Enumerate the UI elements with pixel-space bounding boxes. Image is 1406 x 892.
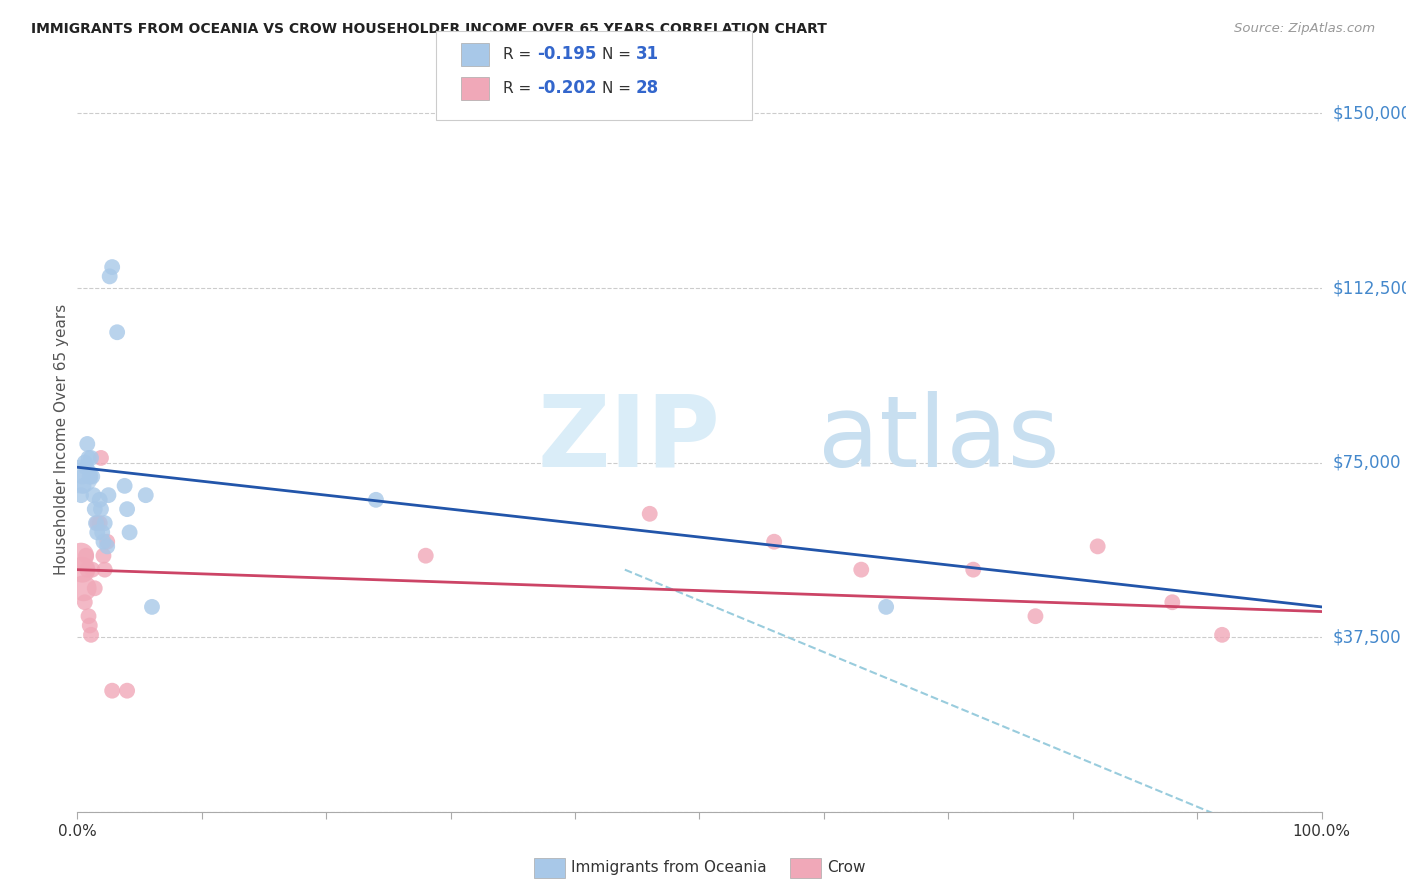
- Point: [101, 683, 124, 698]
- Text: $37,500: $37,500: [1333, 628, 1402, 646]
- Point: [96, 540, 118, 554]
- Point: [96, 534, 118, 549]
- Point: [962, 563, 984, 577]
- Text: 31: 31: [636, 45, 658, 63]
- Point: [83, 502, 105, 516]
- Point: [93, 516, 115, 530]
- Point: [118, 525, 141, 540]
- Point: [86, 525, 108, 540]
- Point: [101, 260, 124, 274]
- Point: [638, 507, 661, 521]
- Point: [83, 488, 105, 502]
- Text: $150,000: $150,000: [1333, 104, 1406, 122]
- Y-axis label: Householder Income Over 65 years: Householder Income Over 65 years: [53, 303, 69, 575]
- Point: [98, 269, 121, 284]
- Point: [72, 563, 94, 577]
- Point: [70, 469, 93, 483]
- Point: [79, 469, 101, 483]
- Text: atlas: atlas: [818, 391, 1059, 488]
- Point: [86, 516, 108, 530]
- Text: -0.202: -0.202: [537, 79, 596, 97]
- Point: [135, 488, 157, 502]
- Text: Crow: Crow: [827, 860, 865, 874]
- Point: [89, 492, 111, 507]
- Point: [70, 549, 93, 563]
- Text: N =: N =: [602, 81, 636, 95]
- Text: IMMIGRANTS FROM OCEANIA VS CROW HOUSEHOLDER INCOME OVER 65 YEARS CORRELATION CHA: IMMIGRANTS FROM OCEANIA VS CROW HOUSEHOL…: [31, 22, 827, 37]
- Point: [73, 595, 96, 609]
- Point: [72, 582, 94, 596]
- Point: [76, 563, 98, 577]
- Point: [80, 450, 103, 465]
- Text: $112,500: $112,500: [1333, 279, 1406, 297]
- Point: [83, 582, 105, 596]
- Point: [75, 549, 97, 563]
- Point: [114, 479, 136, 493]
- Point: [75, 460, 97, 475]
- Point: [77, 609, 100, 624]
- Point: [851, 563, 873, 577]
- Point: [1024, 609, 1046, 624]
- Point: [79, 618, 101, 632]
- Text: -0.195: -0.195: [537, 45, 596, 63]
- Text: N =: N =: [602, 47, 636, 62]
- Point: [91, 525, 114, 540]
- Text: R =: R =: [503, 81, 537, 95]
- Point: [141, 599, 163, 614]
- Point: [115, 683, 138, 698]
- Point: [115, 502, 138, 516]
- Point: [90, 502, 112, 516]
- Point: [77, 450, 100, 465]
- Text: Immigrants from Oceania: Immigrants from Oceania: [571, 860, 766, 874]
- Text: $75,000: $75,000: [1333, 454, 1402, 472]
- Point: [93, 534, 115, 549]
- Text: Source: ZipAtlas.com: Source: ZipAtlas.com: [1234, 22, 1375, 36]
- Point: [875, 599, 897, 614]
- Point: [364, 492, 387, 507]
- Point: [1087, 540, 1109, 554]
- Point: [72, 469, 94, 483]
- Point: [84, 516, 107, 530]
- Point: [97, 488, 120, 502]
- Point: [72, 479, 94, 493]
- Point: [1211, 628, 1233, 642]
- Point: [90, 450, 112, 465]
- Point: [76, 437, 98, 451]
- Point: [89, 516, 111, 530]
- Point: [82, 563, 104, 577]
- Text: R =: R =: [503, 47, 537, 62]
- Text: 28: 28: [636, 79, 658, 97]
- Point: [1161, 595, 1184, 609]
- Point: [73, 456, 96, 470]
- Point: [82, 469, 104, 483]
- Point: [80, 628, 103, 642]
- Point: [70, 488, 93, 502]
- Point: [415, 549, 437, 563]
- Point: [763, 534, 786, 549]
- Text: ZIP: ZIP: [537, 391, 721, 488]
- Point: [105, 325, 128, 339]
- Point: [93, 563, 115, 577]
- Point: [93, 549, 115, 563]
